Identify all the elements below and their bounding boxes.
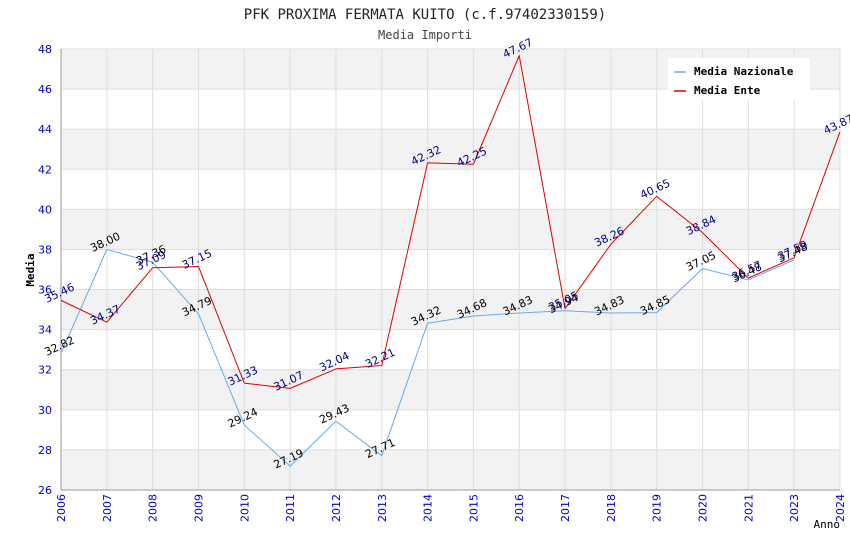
x-tick-label: 2021 (742, 494, 755, 522)
plot-background-bands (61, 49, 840, 490)
y-tick-labels: 26 28 30 32 34 36 38 40 42 44 46 48 (38, 43, 52, 497)
chart-title: PFK PROXIMA FERMATA KUITO (c.f.974023301… (244, 7, 606, 23)
y-tick-label: 36 (38, 284, 52, 297)
series-line-media-nazionale (60, 248, 795, 467)
legend-label-media-nazionale: Media Nazionale (694, 65, 794, 78)
axes (60, 49, 840, 491)
legend-label-media-ente: Media Ente (694, 84, 761, 97)
series-line-media-ente (60, 55, 841, 389)
x-tick-label: 2010 (238, 494, 251, 522)
grid-band (61, 129, 840, 170)
x-tick-label: 2016 (513, 494, 526, 522)
x-tick-label: 2020 (697, 494, 710, 522)
y-tick-label: 42 (38, 163, 52, 176)
grid-band (61, 369, 840, 410)
x-tick-label: 2018 (605, 494, 618, 522)
y-tick-label: 30 (38, 404, 52, 417)
legend: Media Nazionale Media Ente (668, 58, 810, 100)
x-tick-label: 2007 (101, 494, 114, 522)
y-tick-label: 28 (38, 444, 52, 457)
y-tick-label: 38 (38, 243, 52, 256)
data-label-media-ente: 37.15 (180, 247, 214, 272)
data-label-media-ente: 32.21 (363, 346, 397, 371)
x-tick-label: 2006 (55, 494, 68, 522)
y-tick-label: 40 (38, 203, 52, 216)
x-tick-label: 2019 (651, 494, 664, 522)
x-tick-label: 2014 (422, 494, 435, 522)
x-tick-label: 2024 (834, 494, 847, 522)
grid-lines (60, 48, 841, 491)
x-axis-label: Anno (814, 518, 841, 531)
x-tick-label: 2017 (559, 494, 572, 522)
y-tick-label: 44 (38, 123, 52, 136)
x-tick-label: 2012 (330, 494, 343, 522)
data-label-media-nazionale: 32.82 (42, 334, 76, 359)
y-tick-label: 32 (38, 364, 52, 377)
x-tick-label: 2015 (467, 494, 480, 522)
x-tick-label: 2008 (147, 494, 160, 522)
x-tick-label: 2011 (284, 494, 297, 522)
series-lines (60, 55, 841, 467)
legend-box (668, 58, 810, 100)
grid-band (61, 289, 840, 330)
grid-band (61, 449, 840, 490)
y-tick-label: 34 (38, 324, 52, 337)
chart-subtitle: Media Importi (378, 28, 472, 42)
grid-band (61, 209, 840, 250)
y-tick-label: 46 (38, 83, 52, 96)
y-axis-label: Media (24, 253, 37, 286)
x-tick-label: 2023 (788, 494, 801, 522)
x-tick-labels: 2006 2007 2008 2009 2010 2011 2012 2013 2014 2015… (55, 494, 847, 522)
x-tick-label: 2009 (192, 494, 205, 522)
y-tick-label: 48 (38, 43, 52, 56)
x-tick-label: 2013 (376, 494, 389, 522)
y-tick-label: 26 (38, 484, 52, 497)
